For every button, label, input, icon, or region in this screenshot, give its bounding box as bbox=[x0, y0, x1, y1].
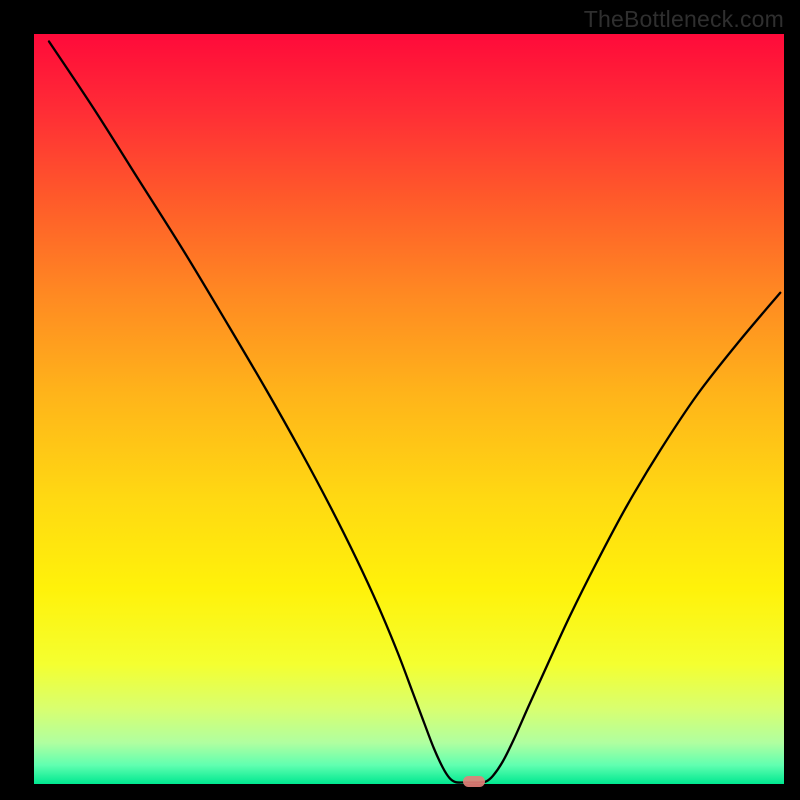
bottleneck-curve bbox=[34, 34, 784, 784]
optimum-marker bbox=[463, 776, 485, 787]
chart-frame: TheBottleneck.com bbox=[0, 0, 800, 800]
watermark-text: TheBottleneck.com bbox=[584, 6, 784, 33]
plot-area bbox=[34, 34, 784, 784]
